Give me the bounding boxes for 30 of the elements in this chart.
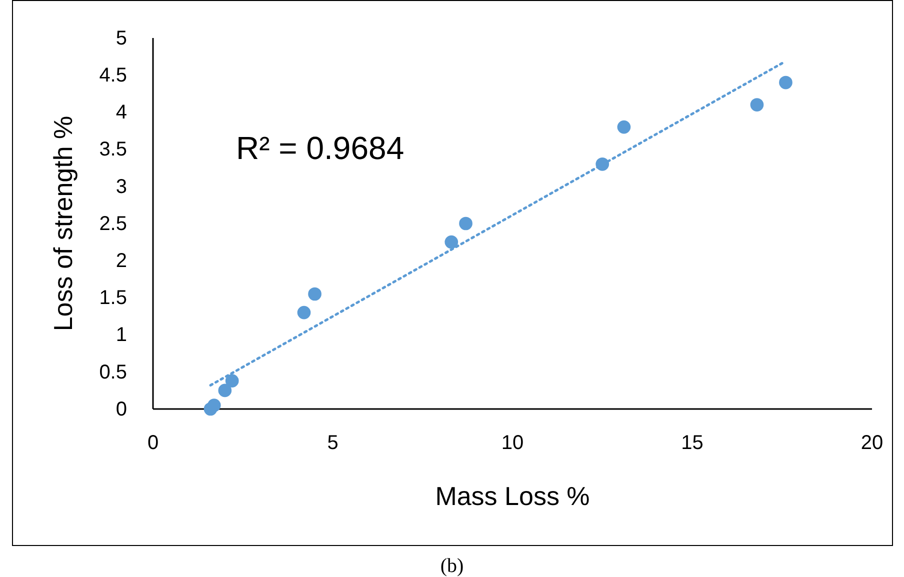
point xyxy=(617,120,631,134)
point xyxy=(225,374,239,388)
point xyxy=(308,287,322,301)
text: (b) xyxy=(440,555,464,577)
point xyxy=(444,235,458,249)
y-tick-label: 5 xyxy=(116,27,127,50)
y-tick-label: 2.5 xyxy=(99,212,127,235)
annotation: R² = 0.9684 xyxy=(236,130,404,166)
y-tick-label: 4 xyxy=(116,102,127,124)
y-axis-title: Loss of strength % xyxy=(48,116,78,332)
x-tick-label: 15 xyxy=(681,432,704,454)
x-axis-title: Mass Loss % xyxy=(435,481,590,511)
y-tick-label: 2 xyxy=(116,250,127,272)
point xyxy=(779,76,792,90)
x-tick-label: 0 xyxy=(147,432,159,454)
x-tick-label: 5 xyxy=(327,432,338,454)
y-tick-label: 1 xyxy=(116,324,127,346)
point xyxy=(750,98,764,112)
point xyxy=(297,306,311,320)
point xyxy=(218,384,232,398)
y-tick-label: 1.5 xyxy=(99,287,127,310)
y-tick-label: 0.5 xyxy=(99,361,127,384)
point xyxy=(459,216,472,230)
point xyxy=(207,398,221,412)
y-tick-label: 3 xyxy=(116,176,127,198)
y-tick-label: 3.5 xyxy=(99,138,127,161)
y-tick-label: 0 xyxy=(116,398,127,420)
x-tick-label: 10 xyxy=(501,432,524,454)
x-tick-label: 20 xyxy=(860,432,884,454)
y-tick-label: 4.5 xyxy=(99,64,127,86)
